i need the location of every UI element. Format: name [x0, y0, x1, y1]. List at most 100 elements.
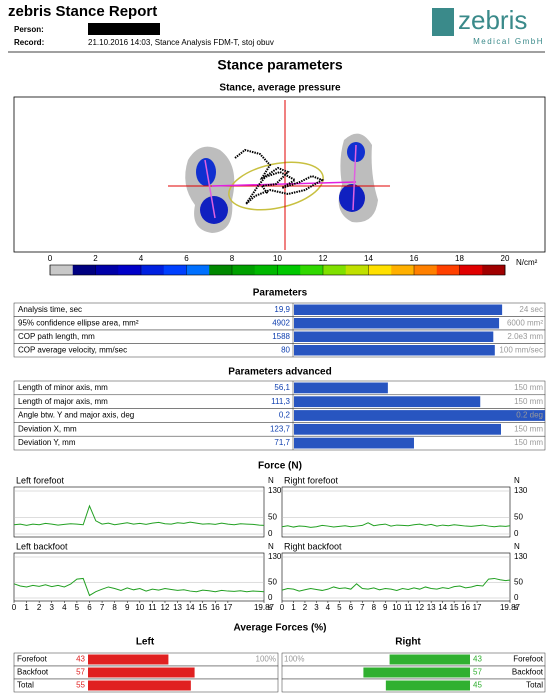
scale-segment [118, 265, 141, 275]
x-tick-label: 17 [223, 603, 232, 612]
row-label: Backfoot [512, 668, 544, 677]
param-bar [294, 424, 501, 435]
report-title: zebris Stance Report [8, 3, 157, 20]
logo-subtitle: Medical GmbH [473, 37, 544, 46]
x-tick-label: 0 [280, 603, 285, 612]
scale-segment [164, 265, 187, 275]
x-tick-label: 14 [438, 603, 447, 612]
x-tick-label: 11 [148, 603, 157, 612]
param-value: 56,1 [274, 383, 290, 392]
param-value: 71,7 [274, 438, 290, 447]
x-tick-label: 6 [87, 603, 92, 612]
chart-title: Left backfoot [16, 541, 68, 551]
param-max: 150 mm [514, 383, 543, 392]
y-tick-label: 0 [514, 593, 519, 602]
scale-segment [369, 265, 392, 275]
scale-segment [323, 265, 346, 275]
x-tick-label: 15 [450, 603, 459, 612]
param-bar [294, 305, 502, 316]
y-tick-label: 0 [514, 529, 519, 538]
y-tick-label: 0 [268, 593, 273, 602]
side-title: Right [395, 637, 421, 648]
y-tick-label: 130 [514, 486, 528, 495]
table-title: Parameters advanced [228, 367, 331, 378]
chart-frame [282, 553, 510, 601]
right-max: 100% [284, 655, 304, 664]
left-bar [88, 655, 168, 665]
left-value: 57 [76, 668, 85, 677]
section-title: Stance parameters [217, 57, 343, 73]
param-max: 150 mm [514, 424, 543, 433]
x-tick-label: 12 [161, 603, 170, 612]
x-tick-label: 14 [186, 603, 195, 612]
param-value: 19,9 [274, 305, 290, 314]
y-unit: N [514, 542, 520, 551]
scale-segment [278, 265, 301, 275]
scale-segment [414, 265, 437, 275]
logo-text: zebris [458, 5, 527, 35]
scale-segment [187, 265, 210, 275]
scale-tick-label: 12 [319, 254, 328, 263]
x-tick-label: 15 [198, 603, 207, 612]
x-tick-label: 13 [173, 603, 182, 612]
x-tick-label: 0 [12, 603, 17, 612]
pressure-map [14, 97, 545, 252]
param-value: 0,2 [279, 411, 291, 420]
param-bar [294, 410, 545, 421]
param-max: 150 mm [514, 397, 543, 406]
scale-segment [50, 265, 73, 275]
chart-title: Left forefoot [16, 475, 65, 485]
x-tick-label: 12 [415, 603, 424, 612]
row-label: Total [17, 681, 34, 690]
chart-title: Right forefoot [284, 475, 339, 485]
y-tick-label: 0 [268, 529, 273, 538]
x-tick-label: 7 [360, 603, 365, 612]
side-title: Left [136, 637, 155, 648]
y-tick-label: 130 [268, 552, 282, 561]
x-tick-label: 3 [314, 603, 319, 612]
scale-segment [437, 265, 460, 275]
right-value: 57 [473, 668, 482, 677]
row-label: Forefoot [513, 655, 544, 664]
param-bar [294, 396, 480, 407]
param-bar [294, 383, 388, 394]
x-tick-label: 8 [372, 603, 377, 612]
param-max: 2.0e3 mm [507, 332, 543, 341]
x-unit: s [514, 603, 518, 612]
x-tick-label: 17 [473, 603, 482, 612]
x-unit: s [268, 603, 272, 612]
right-value: 45 [473, 681, 482, 690]
logo: zebris Medical GmbH [432, 5, 544, 46]
x-tick-label: 2 [303, 603, 308, 612]
param-value: 123,7 [270, 424, 291, 433]
x-tick-label: 16 [211, 603, 220, 612]
scale-segment [460, 265, 483, 275]
record-label: Record: [14, 38, 44, 47]
row-label: Forefoot [17, 655, 48, 664]
param-label: Analysis time, sec [18, 305, 82, 314]
scale-tick-label: 2 [93, 254, 98, 263]
param-max: 24 sec [519, 305, 543, 314]
y-tick-label: 50 [268, 577, 277, 586]
left-value: 43 [76, 655, 85, 664]
x-tick-label: 4 [326, 603, 331, 612]
chart-frame [14, 553, 264, 601]
param-value: 4902 [272, 318, 290, 327]
param-label: COP average velocity, mm/sec [18, 345, 127, 354]
left-value: 55 [76, 681, 85, 690]
record-value: 21.10.2016 14:03, Stance Analysis FDM-T,… [88, 38, 274, 47]
force-title: Force (N) [258, 461, 302, 472]
x-tick-label: 1 [24, 603, 29, 612]
chart-frame [14, 487, 264, 537]
x-tick-label: 10 [392, 603, 401, 612]
y-tick-label: 130 [514, 552, 528, 561]
scale-tick-label: 4 [139, 254, 144, 263]
y-tick-label: 50 [514, 577, 523, 586]
param-max: 6000 mm² [507, 318, 543, 327]
right-heel [339, 184, 365, 212]
right-bar [363, 668, 470, 678]
scale-segment [391, 265, 414, 275]
param-value: 80 [281, 345, 290, 354]
left-bar [88, 668, 195, 678]
param-max: 0.2 deg [516, 411, 543, 420]
